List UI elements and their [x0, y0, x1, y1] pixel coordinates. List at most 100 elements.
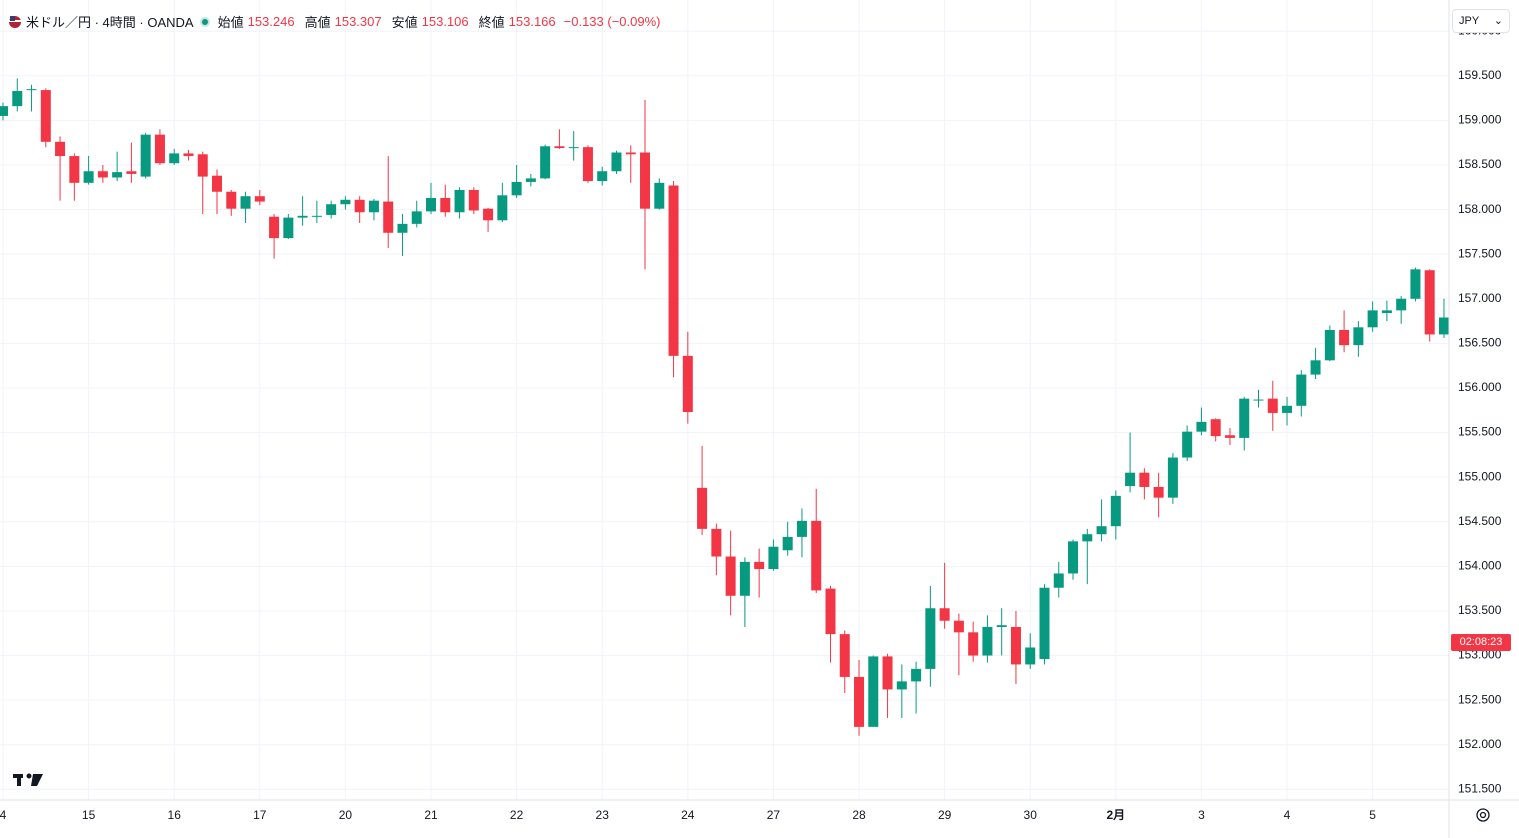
candle-body: [625, 152, 636, 155]
flag-icon: [9, 15, 21, 28]
candle-body: [1039, 587, 1050, 660]
candle-body: [1025, 647, 1036, 665]
y-tick-label: 154.500: [1458, 514, 1502, 528]
candle-body: [896, 681, 907, 690]
x-tick-label: 21: [424, 808, 438, 822]
chevron: ⌄: [1493, 15, 1503, 27]
y-tick-label: 153.500: [1458, 603, 1502, 617]
candle-body: [169, 153, 180, 164]
candle-body: [197, 154, 208, 177]
x-tick-label: 24: [681, 808, 695, 822]
x-tick-label: 3: [1198, 808, 1205, 822]
candle-body: [1239, 398, 1250, 438]
candle-body: [240, 196, 251, 209]
y-tick-label: 152.500: [1458, 692, 1502, 706]
candle-body: [854, 676, 865, 727]
candle-body: [311, 215, 322, 217]
candle-body: [1381, 310, 1392, 314]
candle-body: [982, 626, 993, 656]
candle-body: [368, 200, 379, 213]
candle-body: [811, 520, 822, 591]
candle-body: [511, 181, 522, 196]
x-tick-label: 30: [1024, 808, 1038, 822]
candle-body: [925, 608, 936, 669]
candle-body: [868, 656, 879, 727]
close-value: 153.166: [508, 14, 556, 29]
close-label: 終値: [478, 15, 505, 30]
change-value: −0.133 (−0.09%): [563, 14, 661, 29]
candle-body: [882, 656, 893, 690]
candle-body: [454, 189, 465, 213]
y-tick-label: 159.000: [1458, 113, 1502, 127]
candle-body: [839, 634, 850, 677]
x-tick-label: 27: [767, 808, 781, 822]
candle-body: [697, 487, 708, 529]
y-tick-label: 157.500: [1458, 246, 1502, 260]
x-tick-label: 4: [0, 808, 7, 822]
candle-body: [1339, 329, 1350, 346]
candle-body: [468, 189, 479, 211]
x-tick-label: 23: [596, 808, 610, 822]
open-label: 始値: [217, 15, 244, 30]
y-tick-label: 154.000: [1458, 559, 1502, 573]
candle-body: [26, 89, 37, 91]
candle-body: [40, 90, 51, 142]
candle-body: [1224, 435, 1235, 438]
candle-body: [1096, 526, 1107, 535]
currency-button[interactable]: JPY ⌄: [1452, 9, 1510, 33]
candle-body: [911, 668, 922, 682]
open-value: 153.246: [247, 14, 295, 29]
candle-body: [1125, 472, 1136, 487]
candle-body: [1139, 472, 1150, 487]
candle-body: [597, 171, 608, 182]
candle-body: [326, 204, 337, 215]
candle-body: [1167, 457, 1178, 498]
low-value: 153.106: [421, 14, 469, 29]
candle-body: [1110, 495, 1121, 527]
currency-label: JPY: [1459, 15, 1480, 27]
candle-body: [12, 90, 23, 107]
high-label: 高値: [304, 15, 331, 30]
candle-body: [768, 546, 779, 570]
y-tick-label: 155.500: [1458, 425, 1502, 439]
high-value: 153.307: [334, 14, 382, 29]
candle-body: [1367, 310, 1378, 328]
candle-body: [226, 191, 237, 209]
candle-body: [254, 196, 265, 202]
candle-body: [739, 561, 750, 596]
y-tick-label: 155.000: [1458, 469, 1502, 483]
candle-body: [825, 588, 836, 635]
candle-body: [582, 147, 593, 182]
candle-body: [411, 211, 422, 224]
y-tick-label: 151.500: [1458, 781, 1502, 795]
candle-body: [83, 171, 94, 183]
y-tick-label: 156.000: [1458, 380, 1502, 394]
y-tick-label: 157.000: [1458, 291, 1502, 305]
candle-body: [554, 146, 565, 149]
x-tick-label: 4: [1284, 808, 1291, 822]
candle-body: [682, 355, 693, 413]
settings-icon[interactable]: [1476, 808, 1490, 822]
candle-body: [796, 520, 807, 537]
candle-body: [754, 561, 765, 570]
candle-body: [1353, 327, 1364, 346]
x-tick-label: 28: [852, 808, 866, 822]
candle-body: [540, 146, 551, 179]
candle-body: [0, 106, 8, 116]
candle-body: [354, 199, 365, 213]
candle-body: [953, 620, 964, 633]
candle-body: [668, 185, 679, 356]
candle-body: [1396, 298, 1407, 311]
candle-body: [1253, 399, 1264, 401]
x-tick-label: 2月: [1106, 808, 1125, 822]
candle-body: [440, 197, 451, 213]
candle-body: [126, 171, 137, 174]
candle-body: [1438, 317, 1449, 335]
symbol[interactable]: 米ドル／円 · 4時間 · OANDA: [26, 15, 194, 30]
candle-body: [1267, 398, 1278, 413]
y-tick-label: 156.500: [1458, 336, 1502, 350]
y-tick-label: 152.000: [1458, 737, 1502, 751]
candle-body: [1196, 421, 1207, 432]
x-tick-label: 16: [168, 808, 182, 822]
candle-body: [1010, 626, 1021, 665]
